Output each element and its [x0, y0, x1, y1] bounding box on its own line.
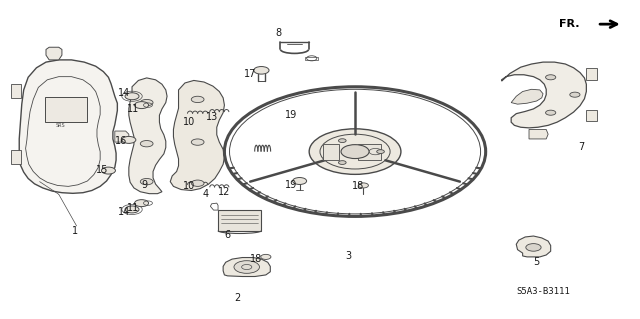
- Circle shape: [545, 75, 556, 80]
- Circle shape: [101, 167, 115, 174]
- Polygon shape: [323, 144, 339, 160]
- Text: 19: 19: [285, 180, 298, 190]
- Text: 5: 5: [534, 257, 540, 267]
- Text: 8: 8: [275, 28, 282, 38]
- Polygon shape: [115, 131, 129, 142]
- Text: 4: 4: [202, 189, 209, 199]
- Polygon shape: [218, 210, 261, 231]
- Text: 3: 3: [346, 251, 352, 261]
- Polygon shape: [11, 150, 20, 164]
- Circle shape: [234, 261, 259, 273]
- Circle shape: [292, 178, 307, 184]
- Circle shape: [253, 67, 269, 74]
- Polygon shape: [19, 60, 117, 193]
- Text: 11: 11: [127, 203, 140, 212]
- Text: 9: 9: [141, 180, 148, 190]
- Polygon shape: [586, 69, 597, 80]
- Polygon shape: [358, 144, 381, 160]
- Polygon shape: [586, 109, 597, 121]
- Text: 6: 6: [225, 230, 230, 241]
- Text: 7: 7: [578, 142, 584, 152]
- Circle shape: [125, 206, 139, 213]
- Polygon shape: [223, 257, 270, 277]
- Circle shape: [309, 129, 401, 174]
- Circle shape: [377, 150, 385, 153]
- Circle shape: [134, 102, 148, 108]
- Polygon shape: [511, 89, 543, 104]
- Text: 17: 17: [244, 69, 256, 79]
- Text: 1: 1: [72, 226, 77, 236]
- Text: 12: 12: [218, 187, 230, 197]
- Text: 2: 2: [234, 293, 240, 303]
- Text: 15: 15: [96, 165, 108, 174]
- Polygon shape: [170, 80, 225, 190]
- Text: 19: 19: [285, 110, 298, 120]
- Text: 10: 10: [183, 182, 195, 191]
- Circle shape: [339, 139, 346, 143]
- Polygon shape: [45, 97, 88, 122]
- Circle shape: [545, 110, 556, 115]
- Text: FR.: FR.: [559, 19, 579, 28]
- Circle shape: [191, 96, 204, 103]
- Text: 14: 14: [118, 207, 131, 217]
- Circle shape: [341, 145, 369, 159]
- Text: SRS: SRS: [55, 123, 65, 128]
- Text: 13: 13: [205, 112, 218, 122]
- Text: 18: 18: [250, 254, 262, 264]
- Text: 18: 18: [352, 182, 364, 191]
- Circle shape: [140, 141, 153, 147]
- Text: 10: 10: [183, 116, 195, 127]
- Circle shape: [260, 254, 271, 259]
- Circle shape: [134, 200, 148, 207]
- Circle shape: [339, 161, 346, 165]
- Circle shape: [125, 93, 139, 100]
- Text: 16: 16: [115, 136, 127, 145]
- Text: S5A3-B3111: S5A3-B3111: [516, 287, 570, 296]
- Circle shape: [140, 178, 153, 185]
- Text: 14: 14: [118, 88, 131, 98]
- Polygon shape: [129, 78, 167, 194]
- Polygon shape: [502, 62, 586, 128]
- Text: 11: 11: [127, 104, 140, 114]
- Circle shape: [140, 100, 153, 106]
- Circle shape: [191, 139, 204, 145]
- Polygon shape: [11, 84, 20, 98]
- Polygon shape: [46, 47, 62, 60]
- Circle shape: [526, 244, 541, 251]
- Circle shape: [122, 137, 136, 143]
- Circle shape: [191, 180, 204, 186]
- Circle shape: [570, 92, 580, 97]
- Polygon shape: [516, 236, 550, 257]
- Circle shape: [358, 183, 369, 188]
- Polygon shape: [529, 130, 548, 139]
